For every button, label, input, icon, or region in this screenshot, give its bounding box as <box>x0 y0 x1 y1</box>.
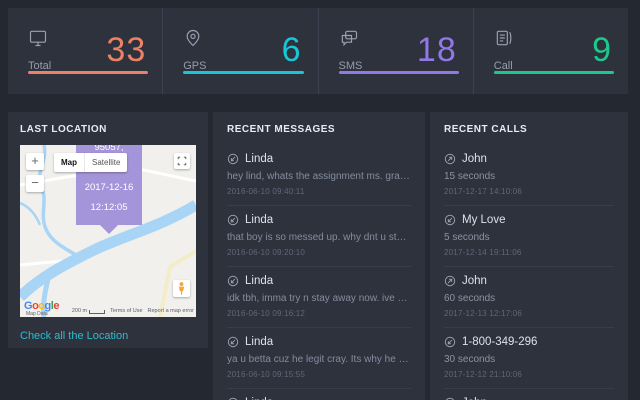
message-item[interactable]: Linda hey lind, whats the assignment ms.… <box>227 145 411 206</box>
call-direction-icon <box>444 153 456 165</box>
message-preview: idk tbh, imma try n stay away now. ive h… <box>227 293 411 304</box>
message-preview: hey lind, whats the assignment ms. grang… <box>227 171 411 182</box>
stat-underline <box>493 71 614 74</box>
google-logo: Google <box>24 300 59 312</box>
messages-list: Linda hey lind, whats the assignment ms.… <box>227 145 411 400</box>
call-direction-icon <box>444 214 456 226</box>
map-scale: 200 m <box>72 308 106 314</box>
call-item[interactable]: John 10 seconds 2017-12-12 20:12:06 <box>444 389 614 400</box>
stat-card-total: Total 33 <box>8 8 162 94</box>
popup-zip: 95057, <box>94 145 124 153</box>
message-preview: that boy is so messed up. why dnt u stay… <box>227 232 411 243</box>
contact-name: My Love <box>462 214 506 226</box>
message-item[interactable]: Linda ya u betta cuz he legit cray. Its … <box>227 328 411 389</box>
map-type-toggle: Map Satellite <box>54 153 128 172</box>
panel-title: LAST LOCATION <box>20 124 107 135</box>
recent-messages-panel: RECENT MESSAGES Linda hey lind, whats th… <box>213 112 425 400</box>
map-zoom-controls: + − <box>26 153 44 192</box>
panel-title: RECENT CALLS <box>444 124 528 135</box>
call-item[interactable]: John 15 seconds 2017-12-17 14:10:06 <box>444 145 614 206</box>
call-timestamp: 2017-12-14 19:11:06 <box>444 248 522 257</box>
call-timestamp: 2017-12-12 21:10:06 <box>444 370 523 379</box>
message-item[interactable]: Linda idk tbh, imma try n stay away now.… <box>227 267 411 328</box>
contact-name: Linda <box>245 275 274 287</box>
stat-label: Call <box>493 60 513 72</box>
stat-label: SMS <box>338 60 363 72</box>
message-timestamp: 2016-06-10 09:15:55 <box>227 370 306 379</box>
map[interactable]: 95057, USA 2017-12-16 12:12:05 + − Map S… <box>20 145 196 317</box>
map-data-label: Map Data <box>26 311 48 317</box>
stat-underline <box>338 71 459 74</box>
calls-list: John 15 seconds 2017-12-17 14:10:06 My L… <box>444 145 614 400</box>
stat-value: 33 <box>106 31 147 69</box>
popup-date: 2017-12-16 <box>84 182 134 193</box>
call-log-icon <box>494 30 514 52</box>
scale-bar <box>89 310 106 314</box>
call-duration: 60 seconds <box>444 293 496 304</box>
call-timestamp: 2017-12-13 12:17:06 <box>444 309 523 318</box>
message-direction-icon <box>227 275 239 287</box>
message-direction-icon <box>227 214 239 226</box>
stat-underline <box>183 71 304 74</box>
call-duration: 5 seconds <box>444 232 490 243</box>
stat-value: 6 <box>281 31 302 69</box>
message-item[interactable]: Linda that boy is so messed up. why dnt … <box>227 206 411 267</box>
stat-value: 18 <box>416 31 457 69</box>
call-item[interactable]: John 60 seconds 2017-12-13 12:17:06 <box>444 267 614 328</box>
contact-name: Linda <box>245 397 273 400</box>
terms-of-use-link[interactable]: Terms of Use <box>110 308 143 314</box>
message-direction-icon <box>227 336 239 348</box>
contact-name: Linda <box>245 153 274 165</box>
call-timestamp: 2017-12-17 14:10:06 <box>444 187 523 196</box>
call-duration: 15 seconds <box>444 171 496 182</box>
stat-card-sms: SMS 18 <box>317 8 473 94</box>
check-all-location-link[interactable]: Check all the Location <box>20 330 129 342</box>
call-item[interactable]: 1-800-349-296 30 seconds 2017-12-12 21:1… <box>444 328 614 389</box>
map-attribution: 200 m Terms of Use Report a map error <box>72 308 194 314</box>
message-timestamp: 2016-06-10 09:16:12 <box>227 309 306 318</box>
call-direction-icon <box>444 336 456 348</box>
map-pin-icon <box>183 29 203 52</box>
map-type-map-button[interactable]: Map <box>54 153 84 172</box>
stat-card-call: Call 9 <box>472 8 628 94</box>
call-duration: 30 seconds <box>444 354 496 365</box>
message-direction-icon <box>227 153 239 165</box>
recent-calls-panel: RECENT CALLS John 15 seconds 2017-12-17 … <box>430 112 628 400</box>
popup-pointer <box>100 225 118 234</box>
call-item[interactable]: My Love 5 seconds 2017-12-14 19:11:06 <box>444 206 614 267</box>
contact-name: John <box>462 153 487 165</box>
call-direction-icon <box>444 275 456 287</box>
map-type-satellite-button[interactable]: Satellite <box>84 153 128 172</box>
message-preview: ya u betta cuz he legit cray. Its why he… <box>227 354 411 365</box>
stats-bar: Total 33 GPS 6 SMS 18 <box>8 8 628 94</box>
stat-label: Total <box>28 60 52 72</box>
fullscreen-button[interactable] <box>174 153 190 169</box>
stat-value: 9 <box>592 31 612 69</box>
contact-name: John <box>462 275 487 287</box>
message-timestamp: 2016-06-10 09:20:10 <box>227 248 306 257</box>
contact-name: 1-800-349-296 <box>462 336 538 348</box>
stat-underline <box>28 71 149 74</box>
zoom-in-button[interactable]: + <box>26 153 44 170</box>
last-location-panel: LAST LOCATION 95057, USA 2017-12-16 12:1… <box>8 112 208 348</box>
monitor-icon <box>28 30 48 52</box>
popup-time: 12:12:05 <box>90 202 128 213</box>
chat-bubbles-icon <box>339 30 359 52</box>
contact-name: John <box>462 397 487 400</box>
stat-card-gps: GPS 6 <box>162 8 317 94</box>
stat-label: GPS <box>183 60 207 72</box>
message-timestamp: 2016-06-10 09:40:11 <box>227 187 305 196</box>
message-item[interactable]: Linda lol yea I know he's been sittin by… <box>227 389 411 400</box>
contact-name: Linda <box>245 214 274 226</box>
report-map-error-link[interactable]: Report a map error <box>147 308 194 314</box>
panel-title: RECENT MESSAGES <box>227 124 336 135</box>
contact-name: Linda <box>245 336 274 348</box>
zoom-out-button[interactable]: − <box>26 175 44 192</box>
street-view-pegman-icon[interactable] <box>173 280 190 297</box>
